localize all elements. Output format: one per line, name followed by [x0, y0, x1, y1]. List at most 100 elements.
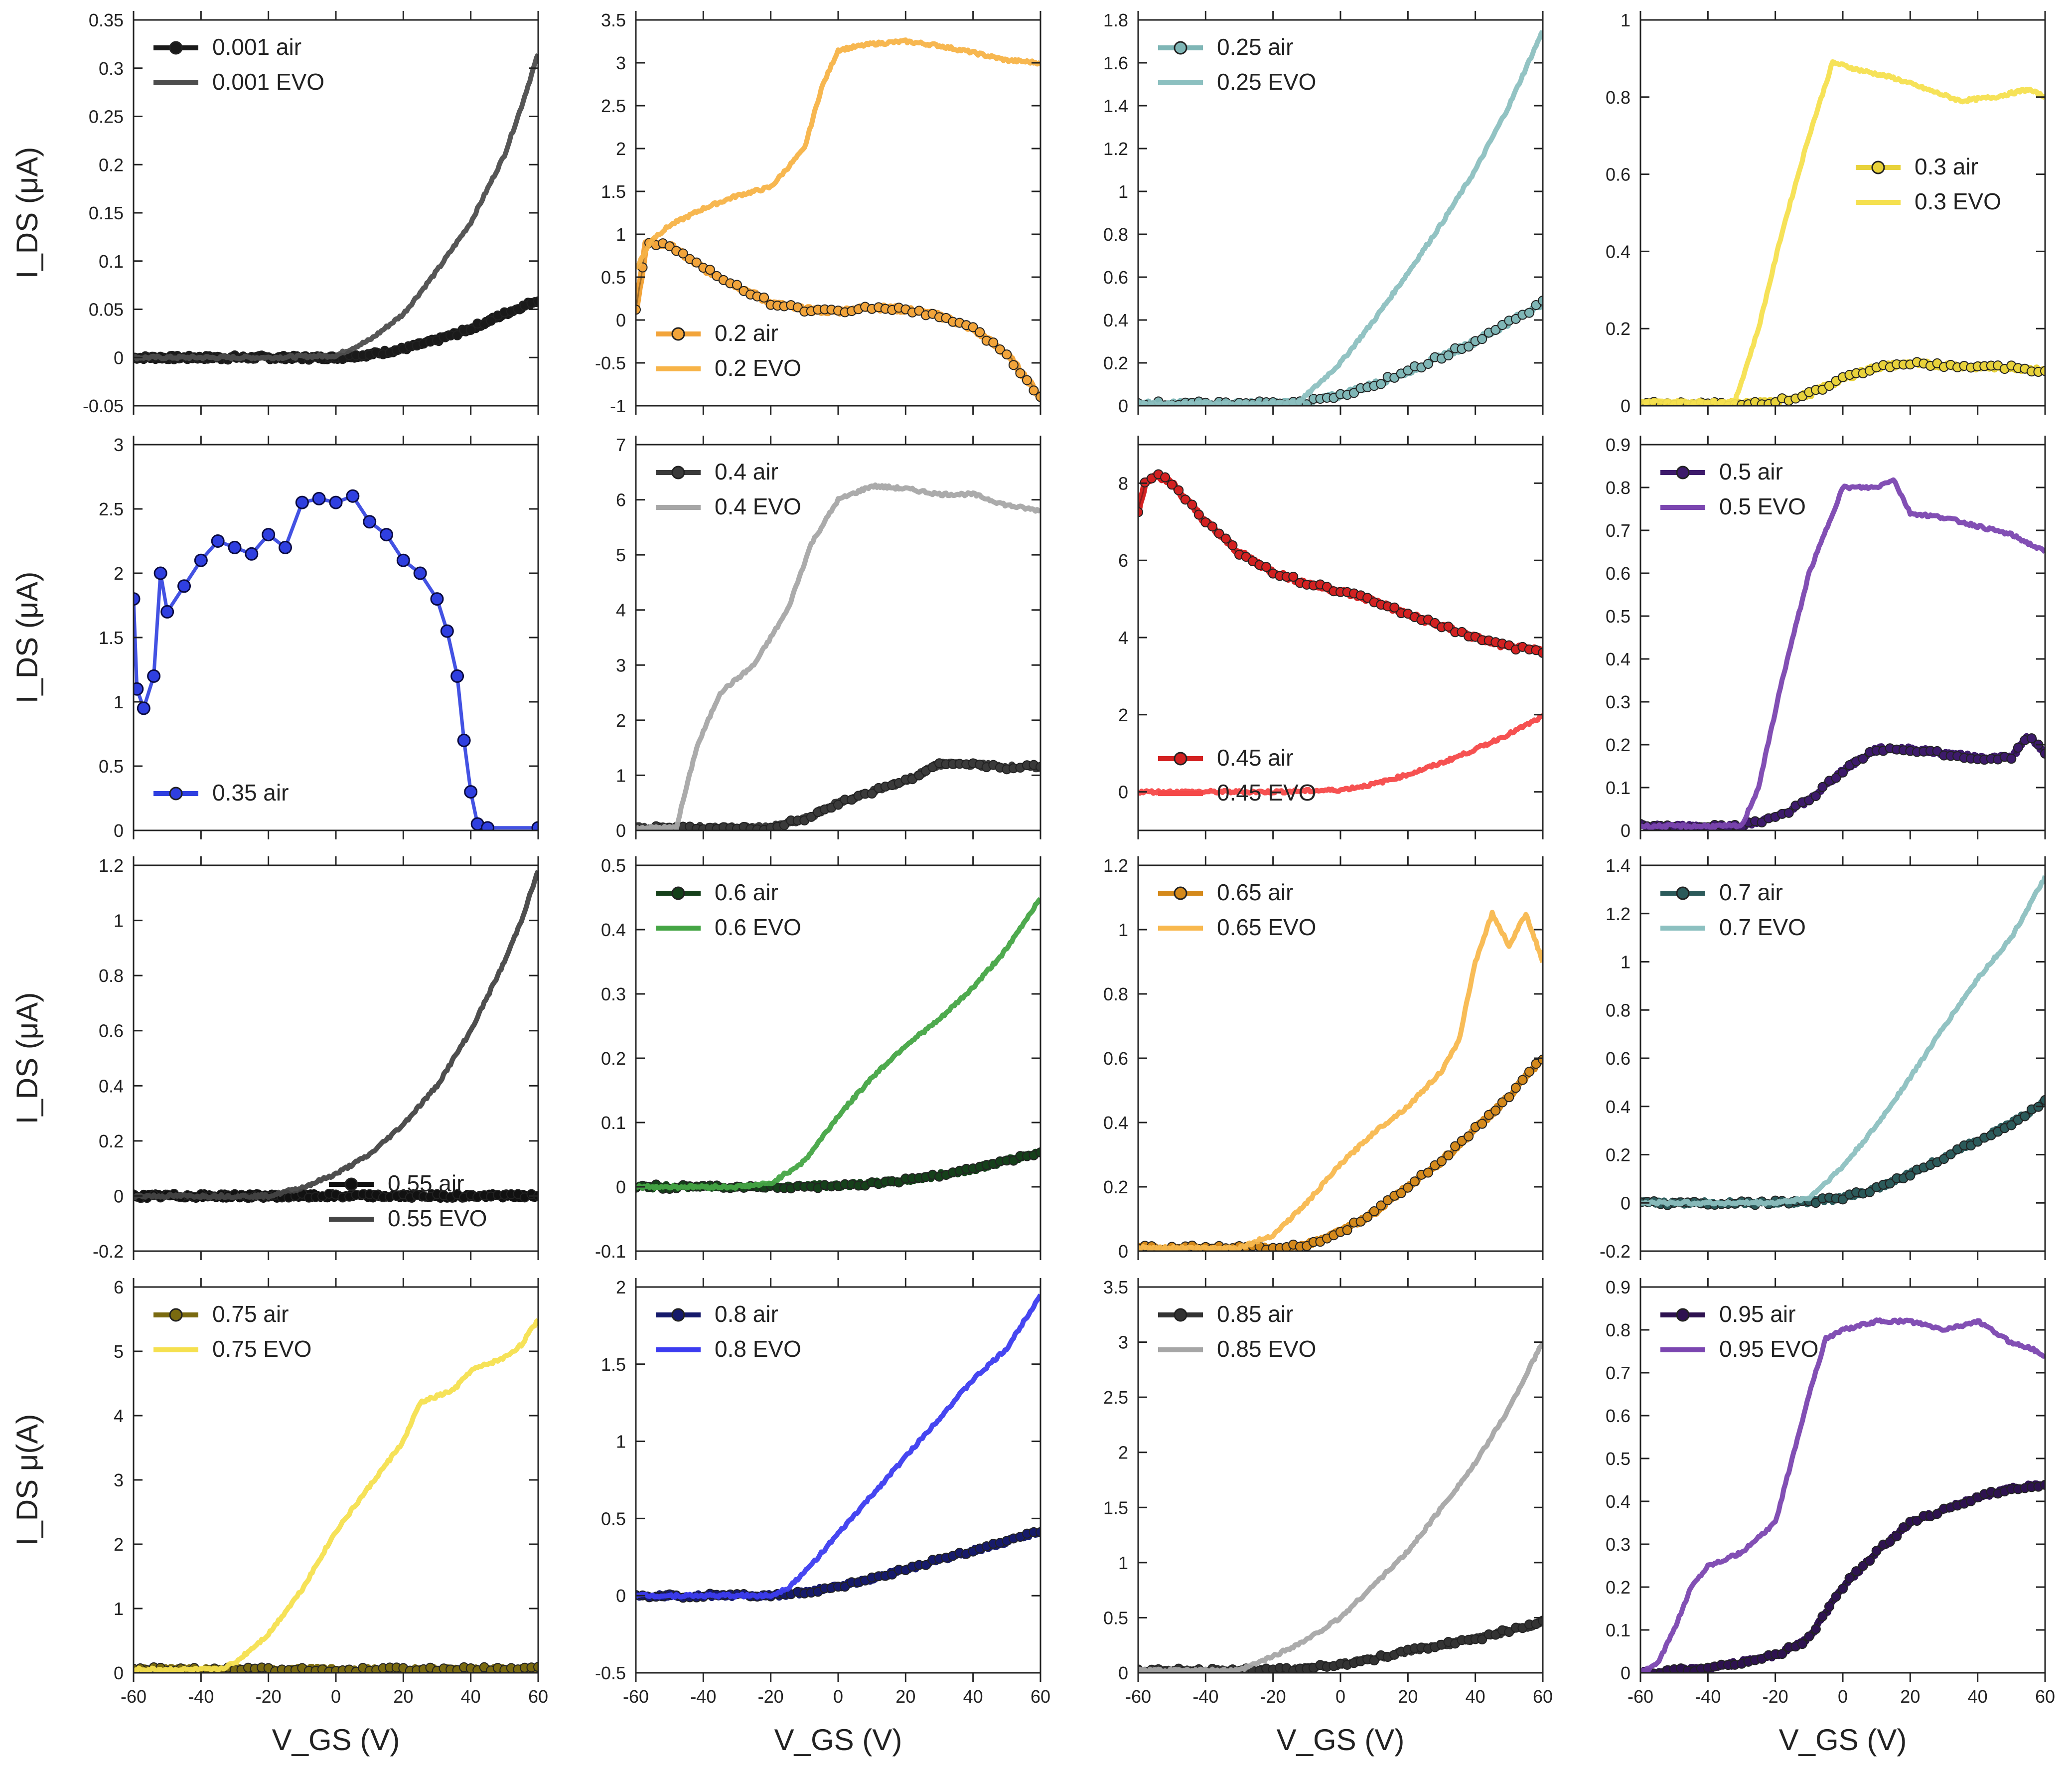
legend-label: 0.85 air — [1217, 1301, 1293, 1327]
subplot-4: 0 0.2 0.4 0.6 0.8 1 0.3 air 0.3 EVO — [1606, 10, 2046, 416]
legend-label: 0.55 EVO — [388, 1205, 487, 1231]
plot-area — [636, 1293, 1040, 1603]
y-tick-label: 2 — [1118, 1443, 1128, 1463]
y-tick-label: 0.2 — [1103, 353, 1128, 373]
data-point — [1824, 381, 1834, 391]
data-point — [1838, 1584, 1848, 1594]
y-tick-label: 6 — [114, 1277, 124, 1297]
data-point — [1288, 572, 1299, 582]
series-marker-edge-1 — [636, 760, 1040, 830]
data-point — [1838, 1194, 1848, 1205]
legend-label: 0.35 air — [212, 780, 289, 806]
data-point — [1490, 1629, 1501, 1640]
legend-marker — [1174, 886, 1187, 900]
y-tick-label: 2 — [114, 563, 124, 584]
y-tick-label: 0.6 — [1606, 1406, 1630, 1426]
data-point — [995, 344, 1005, 354]
legend: 0.7 air 0.7 EVO — [1660, 879, 1806, 940]
y-tick-label: 2.5 — [1103, 1387, 1128, 1408]
y-tick-label: 0.05 — [89, 300, 124, 320]
y-tick-label: 0.8 — [1103, 984, 1128, 1004]
data-point — [1174, 485, 1184, 495]
data-point — [1437, 1156, 1447, 1166]
data-point — [1180, 494, 1190, 505]
legend-marker — [671, 466, 685, 480]
x-tick-label: -60 — [121, 1686, 147, 1707]
series-marker-edge-1 — [1138, 1058, 1543, 1251]
y-tick-label: 0 — [1621, 396, 1630, 416]
x-axis-label: V_GS (V) — [774, 1723, 902, 1757]
plot-area — [636, 897, 1040, 1194]
x-tick-label: -40 — [1192, 1686, 1218, 1707]
series-marker-edge-1 — [1640, 735, 2045, 830]
data-point — [1538, 647, 1543, 658]
y-tick-label: 0.1 — [1606, 778, 1630, 798]
series-markers-1 — [1138, 471, 1543, 656]
y-tick-label: 0.6 — [1103, 267, 1128, 288]
data-point — [1008, 360, 1019, 370]
legend-label: 0.2 air — [715, 320, 778, 346]
y-tick-label: 1 — [1118, 1553, 1128, 1573]
y-tick-label: 0.3 — [99, 58, 124, 79]
legend-label: 0.5 EVO — [1719, 493, 1806, 519]
legend-marker — [1676, 466, 1690, 480]
data-point — [363, 515, 377, 529]
y-tick-label: 0.7 — [1606, 1363, 1630, 1383]
data-point — [1490, 324, 1501, 335]
axes-frame — [133, 1286, 539, 1674]
y-tick-label: 0 — [114, 1186, 124, 1206]
legend-marker — [1871, 161, 1885, 174]
y-tick-label: 0.2 — [99, 155, 124, 175]
legend: 0.001 air 0.001 EVO — [153, 34, 324, 95]
data-point — [153, 566, 167, 580]
y-tick-label: 0.8 — [1606, 1320, 1630, 1340]
data-point — [887, 1569, 897, 1580]
y-tick-label: 0 — [1118, 1241, 1128, 1262]
plot-area — [1138, 1341, 1543, 1673]
y-tick-label: 0.3 — [601, 984, 626, 1004]
series-line-2 — [134, 870, 538, 1200]
data-point — [914, 770, 924, 781]
legend-label: 0.001 air — [212, 34, 301, 60]
legend-label: 0.75 air — [212, 1301, 289, 1327]
x-tick-label: -60 — [1628, 1686, 1653, 1707]
y-tick-label: 0.4 — [1606, 1097, 1630, 1117]
y-tick-label: 0.1 — [601, 1113, 626, 1133]
y-tick-label: 3 — [1118, 1332, 1128, 1353]
subplot-1: -0.05 0 0.05 0.1 0.15 0.2 0.25 0.3 0.35 0.001 air… — [83, 10, 539, 416]
data-point — [450, 669, 464, 683]
axes-frame — [1137, 864, 1544, 1252]
y-tick-label: 2 — [1118, 705, 1128, 725]
y-tick-label: 3 — [616, 655, 626, 675]
data-point — [636, 305, 641, 315]
data-point — [2040, 1095, 2045, 1105]
plot-area — [1138, 469, 1543, 796]
x-axis-label: V_GS (V) — [272, 1723, 400, 1757]
y-tick-label: 0 — [114, 820, 124, 841]
y-tick-label: 3 — [114, 435, 124, 455]
y-tick-label: 0.9 — [1606, 1277, 1630, 1297]
series-line-2 — [1640, 875, 2045, 1207]
data-point — [1261, 562, 1272, 572]
data-point — [1504, 1092, 1514, 1103]
data-point — [1241, 552, 1251, 562]
y-tick-label: 0.5 — [601, 1508, 626, 1529]
data-point — [1409, 1176, 1420, 1187]
data-point — [245, 547, 259, 561]
y-tick-label: 1 — [616, 224, 626, 245]
y-tick-label: 0.8 — [99, 966, 124, 986]
subplot-12: -0.2 0 0.2 0.4 0.6 0.8 1 1.2 1.4 0.7 air 0.7 EVO — [1600, 855, 2046, 1262]
data-point — [430, 592, 444, 606]
y-tick-label: 1.4 — [1103, 96, 1128, 116]
data-point — [329, 495, 343, 509]
y-tick-label: 0 — [1621, 820, 1630, 841]
x-tick-label: -20 — [758, 1686, 784, 1707]
axes-frame — [1137, 19, 1544, 407]
data-point — [1497, 1097, 1507, 1108]
data-point — [920, 1560, 931, 1570]
data-point — [2040, 1479, 2045, 1490]
y-tick-label: 8 — [1118, 473, 1128, 493]
data-point — [1349, 388, 1359, 398]
data-point — [440, 624, 454, 638]
series-line-2 — [1640, 1317, 2045, 1673]
